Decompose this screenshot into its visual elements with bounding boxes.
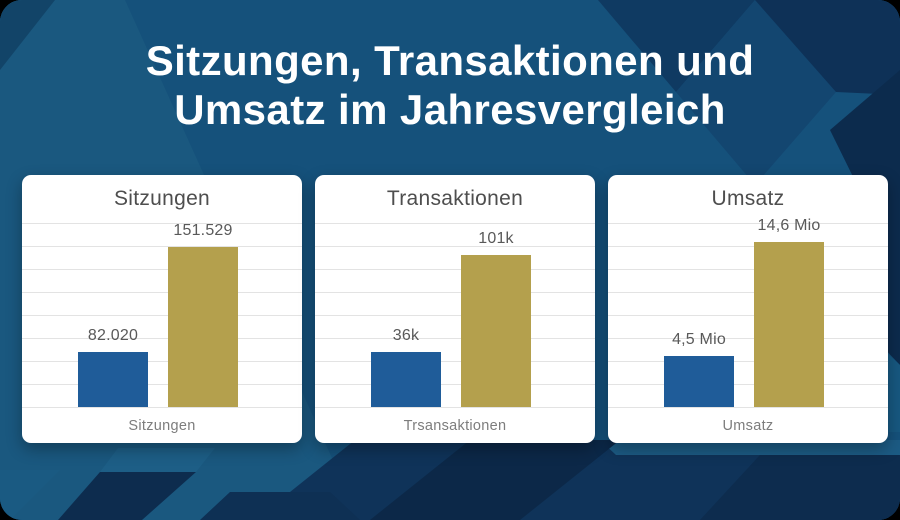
value-label-series-1: 4,5 Mio bbox=[672, 331, 726, 348]
plot-area: 82.020 151.529 bbox=[22, 222, 302, 408]
bar-series-2 bbox=[168, 247, 238, 407]
main-title-line-1: Sitzungen, Transaktionen und bbox=[145, 37, 755, 84]
value-label-series-2: 101k bbox=[478, 230, 514, 247]
bar-series-2 bbox=[754, 242, 824, 407]
chart-title: Sitzungen bbox=[113, 187, 211, 210]
plot-area: 4,5 Mio 14,6 Mio bbox=[608, 217, 888, 408]
main-title: Sitzungen, Transaktionen und Umsatz im J… bbox=[0, 36, 900, 134]
bar-series-1 bbox=[371, 352, 441, 407]
value-label-series-1: 36k bbox=[392, 327, 420, 344]
category-label: Trsansaktionen bbox=[403, 418, 507, 434]
value-label-series-2: 14,6 Mio bbox=[757, 217, 821, 234]
chart-card-2: Transaktionen 36k 101k Trsansaktionen bbox=[315, 175, 595, 443]
chart-card-3: Umsatz 4,5 Mio 14,6 Mio Umsatz bbox=[608, 175, 888, 443]
main-title-line-2: Umsatz im Jahresvergleich bbox=[174, 86, 726, 133]
category-label: Sitzungen bbox=[128, 418, 196, 434]
value-label-series-2: 151.529 bbox=[173, 222, 233, 239]
plot-area: 36k 101k bbox=[315, 223, 595, 408]
bar-series-1 bbox=[78, 352, 148, 407]
chart-title: Umsatz bbox=[711, 187, 785, 210]
chart-title: Transaktionen bbox=[386, 187, 524, 210]
bar-series-1 bbox=[664, 356, 734, 407]
category-label: Umsatz bbox=[722, 418, 774, 434]
bar-series-2 bbox=[461, 255, 531, 407]
chart-card-1: Sitzungen 82.020 151.529 Sitzungen bbox=[22, 175, 302, 443]
value-label-series-1: 82.020 bbox=[87, 327, 139, 344]
charts-row: Sitzungen 82.020 151.529 Sitzungen Transakti… bbox=[22, 175, 888, 443]
